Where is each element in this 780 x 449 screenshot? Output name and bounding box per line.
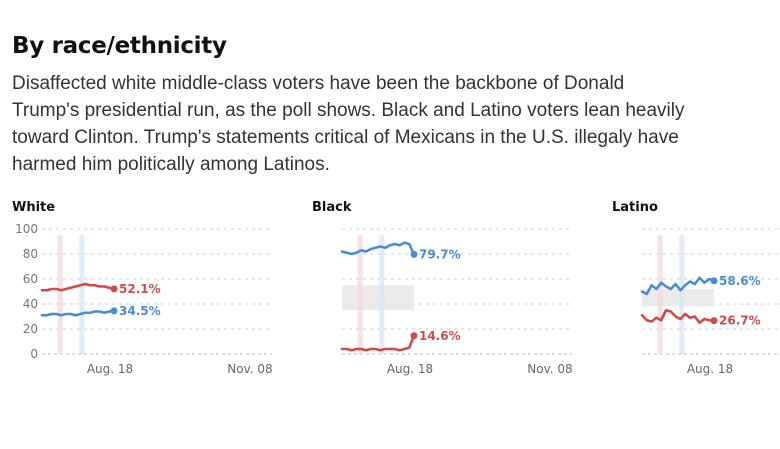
y-tick-label: 60 (23, 272, 38, 286)
chart-svg-black: 79.7% 14.6% Aug. 18 Nov. 08 (340, 228, 573, 376)
series-endpoint-clinton (710, 277, 718, 285)
uncertainty-band (342, 285, 414, 311)
series-endpoint-trump (710, 317, 718, 325)
chart-title: White (12, 200, 56, 215)
series-line-trump (640, 308, 716, 325)
chart-white: White 0 20 40 60 80 100 52.1% 34.5% Aug. 18 Nov. … (12, 198, 282, 383)
series-end-label-trump: 26.7% (719, 314, 761, 328)
convention-marker-rnc (57, 235, 63, 354)
x-tick-label: Nov. 08 (227, 362, 272, 376)
series-end-label-trump: 52.1% (119, 282, 161, 296)
series-line-trump (40, 282, 116, 292)
x-tick-label: Nov. 08 (527, 362, 572, 376)
series-line-clinton (340, 241, 416, 256)
convention-marker-dnc (679, 235, 685, 354)
y-tick-label: 100 (15, 222, 38, 236)
series-end-label-trump: 14.6% (419, 329, 461, 343)
page-description: Disaffected white middle-class voters ha… (12, 73, 685, 175)
series-endpoint-trump (110, 285, 118, 293)
convention-marker-dnc (79, 235, 85, 354)
x-tick-label: Aug. 18 (387, 362, 433, 376)
series-line-clinton (40, 309, 116, 317)
series-end-label-clinton: 34.5% (119, 304, 161, 318)
chart-latino: Latino 58.6% 26.7% Aug. 18 (612, 198, 780, 383)
convention-marker-rnc (657, 235, 663, 354)
x-tick-label: Aug. 18 (687, 362, 733, 376)
chart-svg-white: 0 20 40 60 80 100 52.1% 34.5% Aug. 18 Nov. 08 (15, 222, 273, 376)
chart-title: Latino (612, 200, 658, 215)
chart-title: Black (312, 200, 352, 215)
series-end-label-clinton: 79.7% (419, 247, 461, 261)
series-line-clinton (640, 276, 716, 296)
series-endpoint-clinton (410, 250, 418, 258)
series-endpoint-trump (410, 332, 418, 340)
convention-marker-dnc (379, 235, 385, 354)
x-tick-label: Aug. 18 (87, 362, 133, 376)
y-tick-label: 0 (30, 347, 38, 361)
series-end-label-clinton: 58.6% (719, 274, 761, 288)
series-line-trump (340, 334, 416, 352)
y-tick-label: 80 (23, 247, 38, 261)
series-endpoint-clinton (110, 307, 118, 315)
page-title: By race/ethnicity (12, 33, 227, 59)
uncertainty-band (642, 289, 714, 307)
y-tick-label: 40 (23, 297, 38, 311)
y-tick-label: 20 (23, 322, 38, 336)
chart-svg-latino: 58.6% 26.7% Aug. 18 (640, 228, 780, 376)
convention-marker-rnc (357, 235, 363, 354)
chart-black: Black 79.7% 14.6% Aug. 18 Nov. 08 (312, 198, 582, 383)
